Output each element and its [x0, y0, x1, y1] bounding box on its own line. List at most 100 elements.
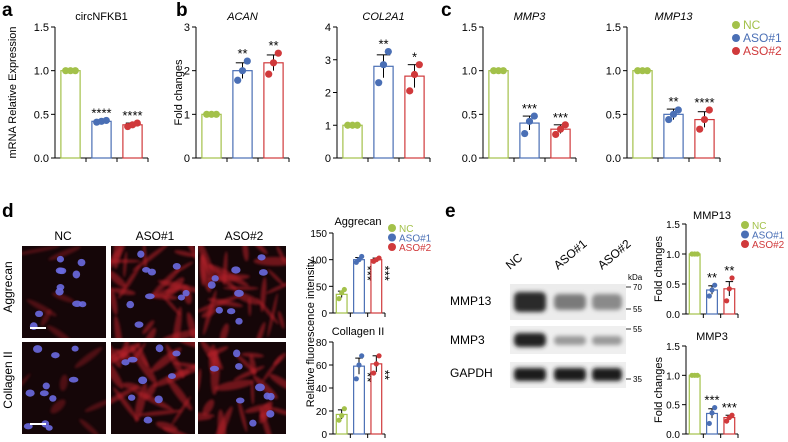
legend-marker-1 — [732, 34, 740, 42]
point-wb_mmp3-1-1 — [709, 410, 715, 416]
legend-label-1: ASO#1 — [399, 234, 432, 245]
point-mmp13-1-2 — [674, 106, 682, 114]
point-collagen2-1-0 — [353, 376, 359, 382]
chart-title-aggrecan: Aggrecan — [334, 216, 381, 228]
significance-collagen2-1: ** — [360, 372, 375, 382]
point-wb_mmp3-2-0 — [724, 418, 730, 424]
fluorescence-ylabel: Relative fluorescence intensity — [305, 258, 317, 407]
point-collagen2-0-2 — [341, 406, 347, 412]
significance-mmp13-1: ** — [668, 94, 678, 109]
y-tick-label-aggrecan: 50 — [316, 282, 328, 293]
bar-mmp3-0 — [488, 70, 509, 159]
micrograph-row-aggrecan: Aggrecan — [1, 261, 15, 312]
chart-title-circ: circNFKB1 — [75, 11, 128, 23]
point-wb_mmp13-0-2 — [694, 251, 700, 257]
legend-label-2: ASO#2 — [752, 240, 785, 251]
legend-label-2: ASO#2 — [743, 44, 782, 58]
bar-circ-1 — [91, 120, 112, 159]
micrograph-col-aso2: ASO#2 — [225, 229, 264, 243]
chart-title-wb_mmp3: MMP3 — [696, 331, 728, 343]
point-mmp3-1-1 — [525, 117, 534, 125]
point-mmp3-2-0 — [552, 130, 560, 139]
chart-circnfkb1: circNFKB1 0.0 0.5 1.0 1.5 mRNA Relative Expre… — [7, 11, 149, 165]
y-tick-label-circ: 0.0 — [34, 153, 49, 165]
panel-label-a: a — [2, 0, 13, 21]
y-tick-label-collagen2: 60 — [316, 361, 328, 372]
y-tick-label-wb_mmp13: 1.0 — [666, 250, 680, 261]
y-label-wb_mmp13: Fold changes — [653, 235, 665, 302]
chart-title-collagen2: Collagen II — [332, 326, 385, 338]
significance-mmp3-1: *** — [522, 101, 537, 116]
significance-mmp13-2: **** — [694, 95, 714, 110]
blot-mmp13 — [510, 284, 626, 320]
significance-wb_mmp13-2: ** — [724, 263, 734, 278]
significance-aggrecan-2: *** — [377, 266, 392, 281]
point-acan-2-2 — [274, 49, 282, 57]
point-wb_mmp13-1-0 — [706, 293, 712, 299]
y-tick-label-mmp3: 0.5 — [462, 109, 477, 121]
point-wb_mmp13-1-2 — [712, 282, 718, 288]
significance-acan-1: ** — [237, 46, 247, 61]
panel-label-c: c — [441, 0, 452, 21]
y-tick-label-acan: 3 — [184, 22, 190, 34]
micrograph-0-2 — [198, 246, 286, 338]
point-col2a1-1-1 — [379, 61, 388, 69]
y-tick-label-mmp3: 0.0 — [462, 153, 477, 165]
point-mmp3-1-0 — [521, 129, 529, 138]
micrograph-col-aso1: ASO#1 — [136, 229, 175, 243]
point-col2a1-0-2 — [353, 121, 361, 129]
band-label-mmp3: MMP3 — [450, 333, 485, 347]
significance-wb_mmp3-2: *** — [722, 400, 737, 415]
y-tick-label-circ: 0.5 — [34, 109, 49, 121]
chart-acan: ACAN 0 1 2 3 Fold changes ** ** — [173, 11, 290, 165]
bar-circ-2 — [122, 124, 143, 159]
chart-collagen-ii: Collagen II 0 20 40 60 80 ** ** — [316, 326, 392, 441]
y-tick-label-mmp13: 0.0 — [606, 153, 621, 165]
point-col2a1-2-1 — [410, 70, 419, 79]
y-label-acan: Fold changes — [173, 59, 185, 126]
band-label-gapdh: GAPDH — [450, 366, 493, 380]
y-tick-label-mmp13: 1.0 — [606, 66, 621, 78]
point-mmp13-1-0 — [665, 115, 673, 124]
lane-label-aso1: ASO#1 — [551, 236, 590, 272]
point-mmp13-2-0 — [696, 125, 704, 133]
y-tick-label-wb_mmp13: 0.0 — [666, 310, 680, 321]
legend-label-1: ASO#1 — [743, 31, 782, 45]
blot-gapdh — [510, 362, 626, 388]
marker-55b: 55 — [633, 325, 642, 334]
legend-label-0: NC — [399, 224, 413, 235]
point-acan-1-0 — [234, 76, 242, 84]
significance-col2a1-2: * — [412, 50, 417, 65]
lane-label-aso2: ASO#2 — [595, 236, 634, 272]
point-mmp13-0-2 — [643, 67, 651, 75]
point-mmp13-2-2 — [705, 106, 713, 114]
bar-acan-1 — [232, 70, 253, 159]
y-tick-label-aggrecan: 150 — [310, 229, 327, 240]
point-collagen2-2-1 — [373, 361, 379, 367]
micrograph-1-1 — [111, 342, 195, 434]
chart-title-col2a1: COL2A1 — [362, 11, 404, 23]
kda-label: kDa — [628, 273, 643, 282]
legend-label-1: ASO#1 — [752, 231, 785, 242]
point-wb_mmp13-2-2 — [729, 275, 735, 281]
point-aggrecan-2-2 — [376, 255, 382, 261]
y-tick-label-acan: 1 — [184, 109, 190, 121]
legend-marker-2 — [388, 243, 396, 251]
point-collagen2-0-1 — [339, 413, 345, 419]
legend-marker-0 — [741, 221, 749, 229]
point-collagen2-0-0 — [336, 417, 342, 423]
legend-label-2: ASO#2 — [399, 243, 432, 254]
y-tick-label-col2a1: 3 — [325, 55, 331, 67]
point-mmp3-0-2 — [499, 67, 507, 75]
chart-title-wb_mmp13: MMP13 — [693, 210, 731, 222]
y-tick-label-collagen2: 0 — [321, 430, 327, 441]
band-label-mmp13: MMP13 — [450, 294, 492, 308]
point-mmp3-1-2 — [530, 112, 538, 120]
point-circ-0-2 — [71, 67, 79, 75]
point-aggrecan-0-2 — [341, 286, 347, 293]
point-acan-1-2 — [243, 57, 251, 65]
